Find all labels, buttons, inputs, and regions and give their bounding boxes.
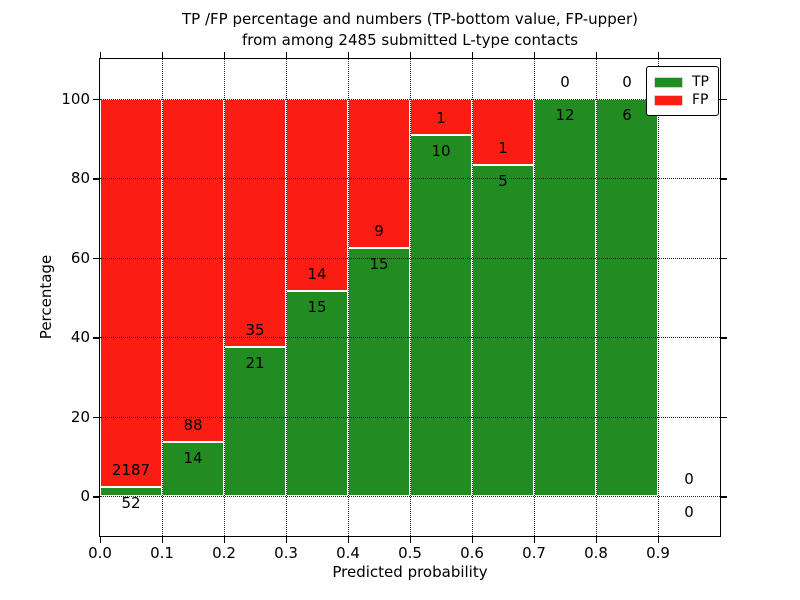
x-tick-bottom — [596, 536, 598, 543]
x-tick-bottom — [410, 536, 412, 543]
tp-count-label: 14 — [183, 448, 203, 467]
fp-count-label: 14 — [307, 264, 327, 283]
tp-count-label: 15 — [307, 297, 327, 316]
tp-count-label: 21 — [245, 354, 265, 373]
y-tick-label: 100 — [61, 89, 90, 108]
bar-tp-segment — [534, 98, 596, 497]
x-tick-top — [596, 52, 598, 59]
fp-count-label: 0 — [684, 470, 694, 489]
tp-count-label: 15 — [369, 254, 389, 273]
tp-count-label: 52 — [121, 493, 141, 512]
x-tick-bottom — [224, 536, 226, 543]
x-tick-top — [658, 52, 660, 59]
y-tick-label: 40 — [70, 328, 90, 347]
fp-count-label: 35 — [245, 321, 265, 340]
legend-item-fp: FP — [655, 92, 709, 108]
fp-count-label: 0 — [560, 72, 570, 91]
x-tick-label: 0.7 — [522, 544, 546, 562]
tp-legend-label: TP — [692, 74, 709, 90]
x-tick-top — [224, 52, 226, 59]
y-tick-left — [93, 257, 100, 260]
x-tick-label: 0.3 — [274, 544, 298, 562]
bar-tp-segment — [100, 487, 162, 497]
x-tick-label: 0.9 — [646, 544, 670, 562]
x-tick-bottom — [534, 536, 536, 543]
y-axis-label: Percentage — [37, 254, 55, 340]
y-tick-right — [720, 178, 727, 180]
y-tick-right — [720, 496, 727, 498]
fp-count-label: 1 — [436, 108, 446, 127]
x-tick-label: 0.2 — [212, 544, 236, 562]
x-tick-label: 0.6 — [460, 544, 484, 562]
y-tick-label: 80 — [70, 169, 90, 188]
bars-layer — [100, 59, 720, 536]
y-tick-label: 20 — [70, 407, 90, 426]
bar-tp-segment — [596, 98, 658, 497]
labels-layer: 2187 52 88 14 35 21 14 15 9 15 1 10 1 5 0 12 0 6 0 0 0 20 40 60… — [61, 59, 720, 562]
x-tick-label: 0.1 — [150, 544, 174, 562]
tp-legend-swatch-icon — [655, 77, 682, 87]
x-tick-top — [410, 52, 412, 59]
bar-tp-segment — [348, 247, 410, 497]
bar-fp-segment — [100, 98, 162, 488]
fp-count-label: 0 — [622, 72, 632, 91]
fp-count-label: 9 — [374, 221, 384, 240]
y-tick-right — [720, 337, 727, 339]
ticks-layer — [93, 52, 727, 543]
y-tick-label: 60 — [70, 248, 90, 267]
fp-count-label: 1 — [498, 139, 508, 158]
x-tick-bottom — [100, 536, 102, 543]
x-tick-top — [100, 52, 102, 59]
x-tick-bottom — [658, 536, 660, 543]
y-tick-left — [93, 496, 100, 498]
x-tick-top — [162, 52, 164, 59]
y-tick-left — [93, 416, 100, 419]
bar-fp-segment — [162, 98, 224, 442]
x-tick-bottom — [286, 536, 288, 543]
legend: TP FP — [646, 66, 719, 116]
y-tick-right — [720, 416, 727, 419]
fp-legend-swatch-icon — [655, 95, 682, 105]
x-tick-top — [534, 52, 536, 59]
fp-count-label: 88 — [183, 415, 203, 434]
x-tick-bottom — [162, 536, 164, 543]
tp-count-label: 0 — [684, 503, 694, 522]
y-tick-right — [720, 257, 727, 260]
tp-count-label: 5 — [498, 171, 508, 190]
legend-item-tp: TP — [655, 74, 709, 90]
bar-fp-segment — [410, 98, 472, 135]
tp-count-label: 10 — [431, 141, 451, 160]
y-tick-right — [720, 98, 727, 101]
y-tick-label: 0 — [80, 487, 90, 506]
fp-count-label: 2187 — [111, 461, 151, 480]
y-tick-left — [93, 337, 100, 339]
bar-fp-segment — [348, 98, 410, 248]
plot-area: 2187 52 88 14 35 21 14 15 9 15 1 10 1 5 0 12 0 6 0 0 0 20 40 60… — [61, 52, 727, 562]
x-tick-label: 0.8 — [584, 544, 608, 562]
tp-count-label: 12 — [555, 105, 575, 124]
x-tick-top — [472, 52, 474, 59]
x-tick-label: 0.4 — [336, 544, 360, 562]
x-tick-bottom — [348, 536, 350, 543]
bar-tp-segment — [286, 290, 348, 497]
chart-title: TP /FP percentage and numbers (TP-bottom… — [182, 10, 638, 49]
x-tick-bottom — [472, 536, 474, 543]
x-tick-label: 0.5 — [398, 544, 422, 562]
x-tick-top — [348, 52, 350, 59]
bar-tp-segment — [224, 347, 286, 497]
bar-fp-segment — [472, 98, 534, 165]
y-tick-left — [93, 178, 100, 180]
y-tick-left — [93, 98, 100, 101]
tp-count-label: 6 — [622, 105, 632, 124]
x-tick-top — [286, 52, 288, 59]
x-tick-label: 0.0 — [88, 544, 112, 562]
x-axis-label: Predicted probability — [332, 563, 488, 581]
fp-legend-label: FP — [692, 92, 709, 108]
